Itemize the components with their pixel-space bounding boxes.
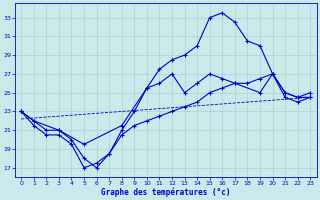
X-axis label: Graphe des températures (°c): Graphe des températures (°c) — [101, 187, 230, 197]
